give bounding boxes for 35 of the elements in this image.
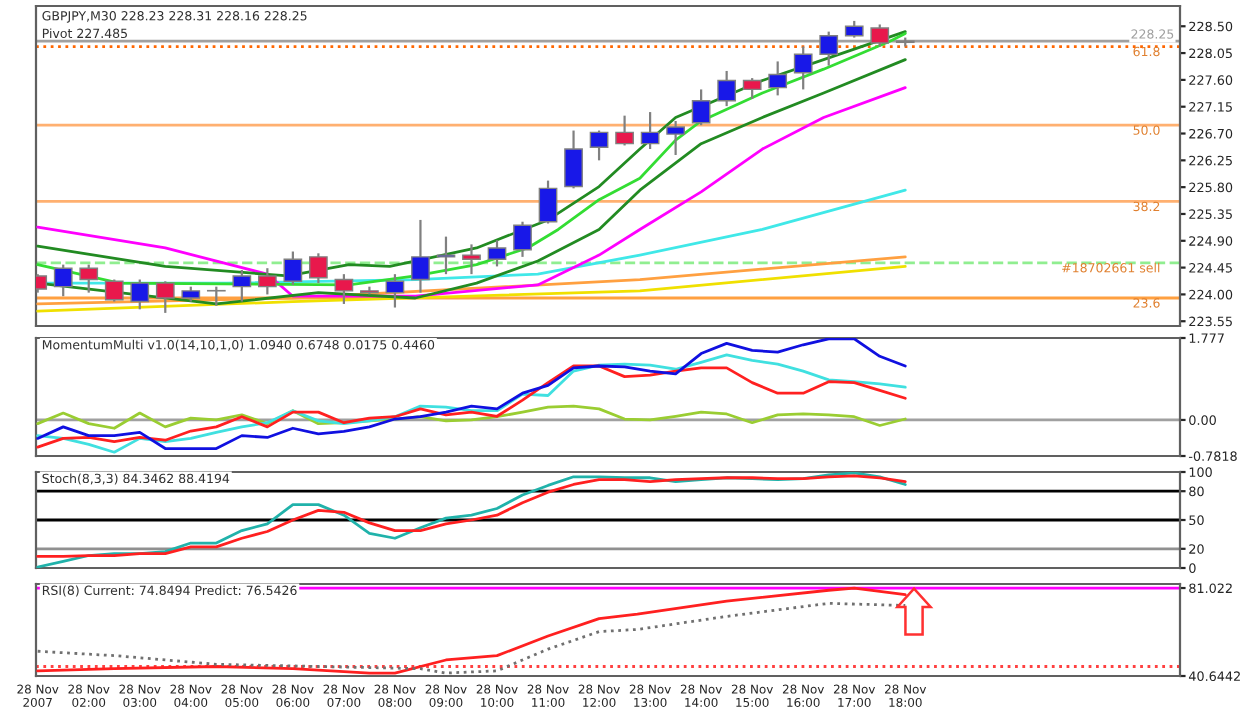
candlestick: [53, 263, 73, 298]
candlestick: [385, 273, 405, 309]
line-series: [36, 353, 907, 454]
line-series: [36, 404, 907, 430]
candlestick: [538, 179, 558, 225]
candlestick: [104, 278, 124, 303]
line-series: [36, 364, 907, 449]
candlestick: [334, 273, 354, 306]
candlestick: [589, 129, 609, 162]
candlestick: [564, 129, 583, 190]
candlestick: [513, 220, 532, 258]
candlestick: [666, 119, 685, 157]
candlestick: [487, 239, 507, 268]
candlestick: [232, 268, 252, 303]
line-series: [36, 265, 907, 313]
candlestick: [717, 69, 737, 108]
candlestick: [436, 235, 456, 276]
candlestick: [79, 263, 99, 294]
candlestick: [257, 267, 277, 296]
candlestick: [691, 88, 711, 127]
candlestick: [155, 280, 175, 314]
candlestick: [819, 30, 839, 67]
candlestick: [130, 278, 150, 311]
candlestick: [206, 285, 226, 307]
candlestick: [615, 114, 634, 147]
candlestick: [793, 45, 813, 91]
candlestick: [870, 23, 890, 48]
candlestick: [640, 110, 660, 151]
candlestick: [283, 250, 303, 286]
candlestick: [742, 76, 762, 101]
candlestick: [462, 243, 481, 276]
candlestick: [768, 60, 788, 97]
candlestick: [411, 218, 430, 294]
line-series: [36, 338, 907, 450]
candlestick: [309, 252, 328, 285]
